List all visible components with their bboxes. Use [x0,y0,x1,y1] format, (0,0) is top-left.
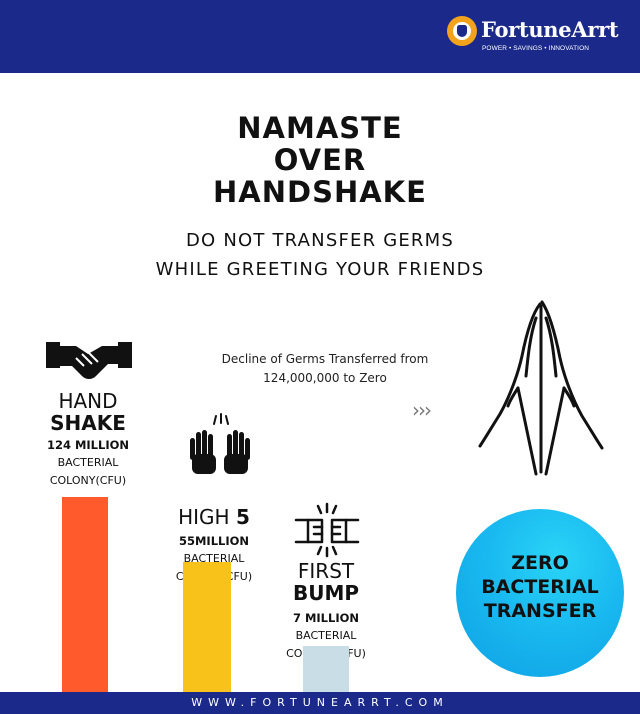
high-five-label-a: HIGH [178,505,230,529]
handshake-amount: 124 MILLION [46,438,130,452]
fist-bump-icon [294,502,360,558]
handshake-icon [46,342,132,379]
brand-logo[interactable]: FortuneArrt POWER • SAVINGS • INNOVATION [447,16,627,60]
title-line-3: HANDSHAKE [213,175,427,209]
title-line-2: OVER [273,143,367,177]
subtitle-line-2: WHILE GREETING YOUR FRIENDS [155,259,485,280]
bar-handshake [62,497,108,692]
bar-high-five [183,562,231,692]
decline-note-line-1: Decline of Germs Transferred from [221,352,429,366]
first-bump-unit-a: BACTERIAL [295,629,357,642]
first-bump-label: FIRST BUMP [272,560,380,604]
handshake-value: 124 MILLION BACTERIAL COLONY(CFU) [26,436,150,490]
zero-line-3: TRANSFER [483,600,597,622]
namaste-hands-icon [478,300,604,476]
zero-transfer-circle: ZERO BACTERIAL TRANSFER [456,509,624,677]
title-line-1: NAMASTE [237,111,403,145]
footer-url[interactable]: WWW.FORTUNEARRT.COM [191,696,449,709]
subtitle-line-1: DO NOT TRANSFER GERMS [185,230,454,251]
brand-name: FortuneArrt [481,17,619,42]
handshake-label-b: SHAKE [50,411,126,435]
chevrons-icon: ››› [412,398,432,422]
first-bump-amount: 7 MILLION [292,611,360,625]
bar-first-bump [303,645,349,692]
first-bump-label-b: BUMP [292,581,360,605]
first-bump-label-a: FIRST [297,559,355,583]
high-five-amount: 55MILLION [178,534,250,548]
footer-bar: WWW.FORTUNEARRT.COM [0,692,640,714]
high-five-icon [190,413,250,474]
header-bar: FortuneArrt POWER • SAVINGS • INNOVATION [0,0,640,73]
handshake-unit-a: BACTERIAL [57,456,119,469]
handshake-label: HAND SHAKE [36,390,140,434]
high-five-unit-a: BACTERIAL [183,552,245,565]
fortunearrt-logo-icon [447,16,477,46]
decline-note: Decline of Germs Transferred from 124,00… [205,350,445,388]
decline-note-line-2: 124,000,000 to Zero [263,371,387,385]
brand-tagline: POWER • SAVINGS • INNOVATION [482,45,590,52]
high-five-label: HIGH 5 [160,506,268,528]
handshake-unit-b: COLONY(CFU) [49,474,127,487]
zero-line-2: BACTERIAL [481,576,599,598]
high-five-label-b: 5 [235,505,250,529]
zero-line-1: ZERO [511,552,569,574]
handshake-label-a: HAND [58,389,118,413]
